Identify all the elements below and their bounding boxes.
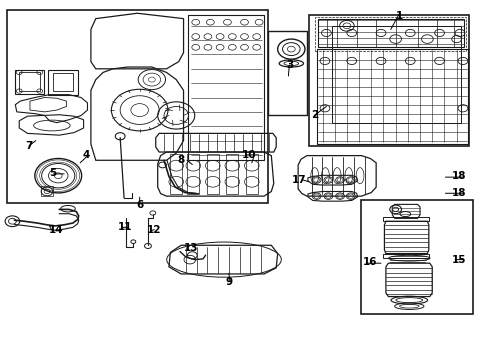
Bar	[41, 186, 53, 196]
Bar	[308, 15, 468, 146]
Bar	[245, 154, 257, 194]
Bar	[6, 10, 267, 203]
Text: 14: 14	[48, 225, 63, 235]
Text: 5: 5	[49, 168, 57, 178]
Text: 12: 12	[147, 225, 161, 235]
Text: 18: 18	[451, 188, 466, 198]
Bar	[226, 154, 238, 194]
Text: 8: 8	[178, 155, 184, 165]
Bar	[187, 154, 199, 194]
Text: 1: 1	[395, 12, 402, 22]
Text: 6: 6	[136, 200, 143, 210]
Bar	[267, 31, 306, 116]
Text: 3: 3	[285, 60, 293, 70]
Bar	[383, 253, 428, 258]
Text: 4: 4	[82, 150, 90, 160]
Bar	[360, 200, 472, 315]
Text: 15: 15	[451, 255, 466, 265]
Text: 7: 7	[25, 141, 32, 151]
Text: 11: 11	[118, 222, 132, 231]
Bar	[206, 154, 218, 194]
Bar	[170, 154, 182, 194]
Text: 13: 13	[183, 243, 198, 253]
Bar	[383, 217, 428, 221]
Text: 18: 18	[451, 171, 466, 181]
Text: 17: 17	[291, 175, 305, 185]
Text: 9: 9	[225, 277, 233, 287]
Text: 10: 10	[242, 150, 256, 160]
Text: 16: 16	[362, 257, 376, 267]
Text: 2: 2	[310, 111, 317, 121]
